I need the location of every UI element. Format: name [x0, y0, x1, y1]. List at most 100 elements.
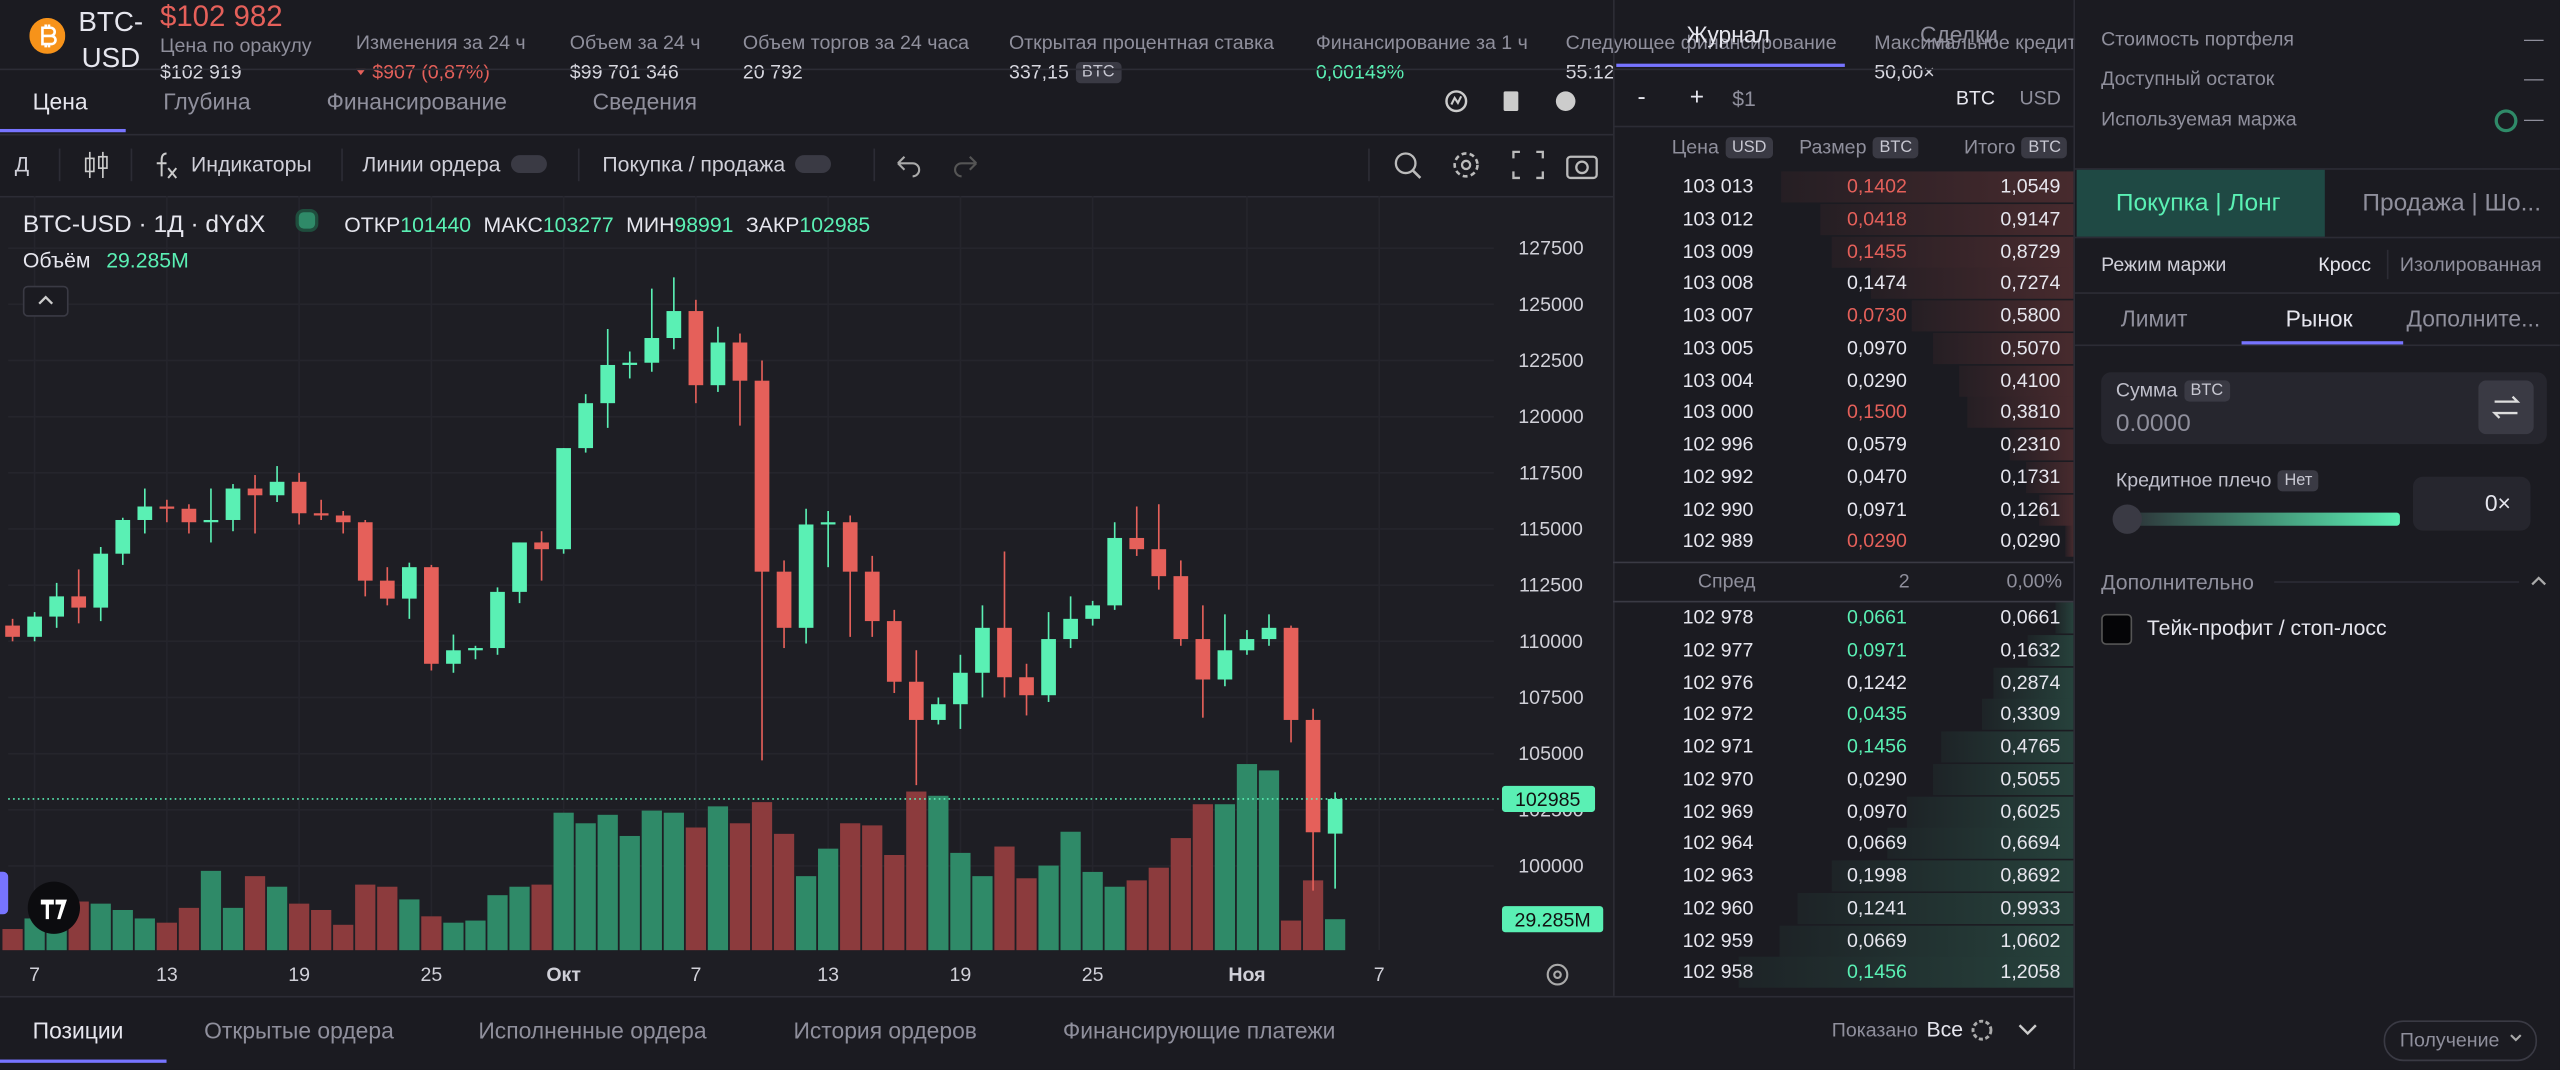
- tab-underline: [0, 128, 126, 133]
- orderbook-tab[interactable]: Журнал: [1686, 21, 1770, 48]
- leverage-slider[interactable]: [2115, 512, 2400, 526]
- ob-total: 0,2874: [2000, 670, 2061, 694]
- unit-toggle[interactable]: BTC: [1955, 86, 1996, 110]
- tab-underline: [2241, 341, 2404, 345]
- unit-toggle[interactable]: USD: [2019, 86, 2061, 110]
- caret[interactable]: [2527, 570, 2550, 593]
- advanced-label[interactable]: Дополнительно: [2101, 569, 2254, 595]
- symbol-line: USD: [81, 42, 141, 74]
- indicators[interactable]: Индикаторы: [191, 151, 312, 177]
- ob-total: 1,0549: [2000, 174, 2061, 198]
- candle-body: [1041, 639, 1056, 696]
- ob-total: 0,8729: [2000, 239, 2061, 263]
- order-type[interactable]: Лимит: [2120, 305, 2188, 332]
- ob-size: 0,0971: [1846, 637, 1907, 661]
- chart-tab[interactable]: Цена: [32, 88, 88, 115]
- step-plus[interactable]: +: [1689, 83, 1705, 112]
- volume-bar: [90, 903, 111, 951]
- tab-underline: [0, 1059, 167, 1063]
- volume-bar: [884, 855, 905, 951]
- order-type[interactable]: Дополните...: [2406, 305, 2541, 332]
- candle-icon[interactable]: [82, 149, 111, 182]
- stat-value-text: 20 792: [742, 60, 803, 84]
- ask-row: 102 992 0,0470 0,1731: [1613, 461, 2074, 493]
- leverage-box[interactable]: [2412, 476, 2531, 531]
- volume-bar: [200, 870, 222, 951]
- bid-row: 102 958 0,1456 1,2058: [1613, 957, 2074, 989]
- divider: [2274, 581, 2520, 583]
- shown-label: Показано: [1831, 1018, 1919, 1042]
- margin-mode[interactable]: Изолированная: [2399, 253, 2542, 276]
- volume-bar: [1258, 770, 1280, 951]
- volume-bar: [1082, 871, 1103, 951]
- volume-bar: [663, 812, 684, 951]
- margin-mode[interactable]: Кросс: [2318, 253, 2372, 276]
- chart-tab[interactable]: Глубина: [163, 88, 251, 115]
- margin-label: Режим маржи: [2101, 253, 2227, 276]
- volume-bar: [399, 899, 420, 951]
- candle-body: [357, 522, 373, 581]
- chart-icons[interactable]: [1443, 88, 1582, 114]
- orderbook-tab[interactable]: Сделки: [1919, 21, 1998, 48]
- bottom-tab[interactable]: Финансирующие платежи: [1062, 1017, 1336, 1044]
- undo-redo[interactable]: [891, 150, 989, 179]
- ob-total: 0,3309: [2000, 702, 2061, 726]
- bottom-tab[interactable]: Исполненные ордера: [478, 1017, 707, 1044]
- tv-logo[interactable]: [26, 880, 82, 936]
- receive-button[interactable]: [2383, 1020, 2538, 1062]
- y-tick-label: 105000: [1518, 743, 1583, 765]
- legend-value: 103277: [542, 212, 614, 237]
- interval[interactable]: Д: [14, 151, 30, 177]
- buy-tab-bg[interactable]: [2076, 169, 2325, 237]
- settings-icon[interactable]: [1543, 960, 1572, 989]
- stat-value: $99 701 346: [570, 60, 679, 83]
- shown-value[interactable]: Все: [1926, 1017, 1964, 1042]
- side-handle[interactable]: [0, 871, 9, 915]
- chevron: [2510, 1034, 2522, 1042]
- fx-icon[interactable]: [153, 149, 179, 182]
- toggle[interactable]: [794, 155, 831, 174]
- bottom-tab[interactable]: Открытые ордера: [204, 1017, 394, 1044]
- candle-body: [1261, 627, 1277, 640]
- ask-row: 103 012 0,0418 0,9147: [1613, 203, 2074, 235]
- status-dot: [295, 208, 318, 232]
- volume-bar: [178, 907, 200, 951]
- amount-input[interactable]: [2101, 372, 2547, 445]
- legend-label: ОТКР: [344, 212, 401, 237]
- ob-price: 102 958: [1682, 960, 1754, 984]
- tp-sl-checkbox[interactable]: [2101, 613, 2133, 645]
- candle-body: [1195, 639, 1211, 680]
- bottom-tab[interactable]: Позиции: [32, 1017, 124, 1044]
- ob-size: 0,0435: [1846, 702, 1907, 726]
- chart-tools[interactable]: [1391, 147, 1603, 183]
- bottom-tab[interactable]: История ордеров: [793, 1017, 977, 1044]
- chart-tab[interactable]: Финансирование: [326, 88, 507, 115]
- ob-size: 0,0290: [1846, 368, 1907, 392]
- candle-body: [732, 342, 748, 381]
- buy-tab[interactable]: Покупка | Лонг: [2115, 189, 2281, 218]
- slider-knob[interactable]: [2112, 504, 2142, 534]
- btc-icon: [29, 17, 66, 54]
- chart-tab[interactable]: Сведения: [592, 88, 698, 115]
- order-type[interactable]: Рынок: [2285, 305, 2353, 332]
- toggle[interactable]: [510, 155, 547, 174]
- divider: [0, 995, 2074, 998]
- ob-size: 0,0970: [1846, 799, 1907, 823]
- separator: [58, 148, 61, 182]
- stat-value: 0,00149%: [1316, 60, 1404, 83]
- depth-bar: [1779, 924, 2074, 956]
- collapse-button[interactable]: [22, 285, 69, 317]
- order-lines[interactable]: Линии ордера: [362, 152, 547, 176]
- amount-placeholder: 0.0000: [2115, 409, 2191, 438]
- stat-value: 337,15 BTC: [1009, 60, 1122, 84]
- step-minus[interactable]: -: [1637, 83, 1646, 112]
- ob-price: 102 989: [1682, 529, 1754, 553]
- swap-button[interactable]: [2478, 380, 2534, 435]
- bottom-icons[interactable]: [1969, 1015, 2051, 1044]
- sell-tab[interactable]: Продажа | Шо...: [2362, 189, 2542, 218]
- buy-sell[interactable]: Покупка / продажа: [602, 152, 831, 176]
- ob-size: 0,0669: [1846, 928, 1907, 951]
- ob-total: 0,1731: [2000, 464, 2061, 488]
- volume-bar: [531, 884, 552, 951]
- volume-bar: [421, 916, 442, 951]
